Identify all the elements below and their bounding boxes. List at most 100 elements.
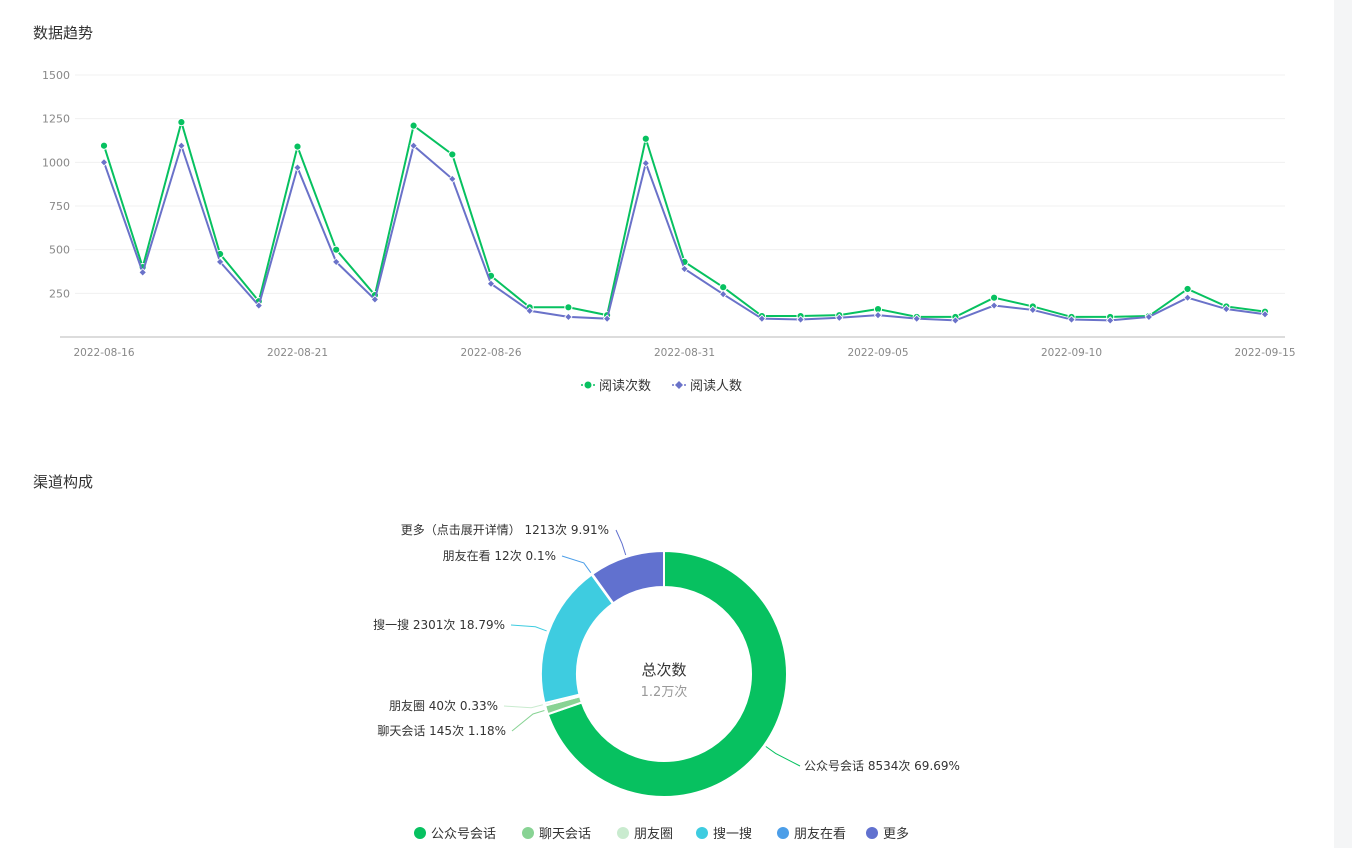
legend-marker-circle-icon xyxy=(584,381,592,389)
data-point xyxy=(332,245,341,254)
data-point xyxy=(641,134,650,143)
data-point xyxy=(293,163,302,172)
data-point xyxy=(448,150,457,159)
data-point xyxy=(215,257,225,267)
slice-label: 朋友圈 40次 0.33% xyxy=(389,699,498,713)
legend-label: 阅读次数 xyxy=(599,378,651,394)
trend-y-axis: 250 500 750 1000 1250 1500 xyxy=(42,69,70,300)
data-point xyxy=(138,268,147,277)
data-point xyxy=(564,312,573,322)
legend-label: 阅读人数 xyxy=(690,379,742,394)
legend-item-3[interactable]: 搜一搜 xyxy=(696,827,752,842)
trend-x-axis: 2022-08-16 2022-08-21 2022-08-26 2022-08-31… xyxy=(73,347,1295,359)
data-point xyxy=(409,141,418,150)
legend-label: 公众号会话 xyxy=(431,827,496,842)
data-point xyxy=(719,290,728,299)
x-tick-label: 2022-08-26 xyxy=(460,347,521,359)
legend-item-5[interactable]: 更多 xyxy=(866,826,909,842)
data-point xyxy=(757,314,767,323)
page-scrollbar-track[interactable] xyxy=(1334,0,1352,848)
data-point xyxy=(912,314,921,323)
legend-dot-icon xyxy=(866,827,878,839)
legend-marker-diamond-icon xyxy=(675,381,683,389)
data-point xyxy=(293,142,302,151)
data-point xyxy=(177,118,186,127)
data-point xyxy=(1183,293,1192,302)
x-tick-label: 2022-08-16 xyxy=(73,347,134,359)
trend-legend[interactable]: 阅读次数 阅读人数 xyxy=(581,378,742,394)
data-point xyxy=(602,314,612,323)
label-leader-line xyxy=(561,555,592,573)
legend-item-4[interactable]: 朋友在看 xyxy=(777,826,846,842)
data-point xyxy=(990,293,999,302)
trend-gridlines xyxy=(60,74,1285,338)
x-tick-label: 2022-09-05 xyxy=(847,347,908,359)
y-tick-label: 1500 xyxy=(42,69,70,82)
data-point xyxy=(448,174,457,184)
label-leader-line xyxy=(765,746,801,767)
donut-legend[interactable]: 公众号会话 聊天会话 朋友圈 搜一搜 朋友在看 更多 xyxy=(414,826,909,842)
label-leader-line xyxy=(510,624,547,632)
legend-dot-icon xyxy=(777,827,789,839)
trend-section-title: 数据趋势 xyxy=(33,24,94,42)
legend-dot-icon xyxy=(617,827,629,839)
data-point xyxy=(835,313,844,322)
donut-slice-5[interactable] xyxy=(590,549,665,605)
trend-series xyxy=(99,118,1270,325)
slice-label: 公众号会话 8534次 69.69% xyxy=(804,759,960,773)
data-point xyxy=(796,315,805,324)
label-leader-line xyxy=(615,529,627,556)
donut-slice-0[interactable] xyxy=(546,549,788,798)
data-point xyxy=(641,159,650,168)
y-tick-label: 1000 xyxy=(42,156,70,169)
slice-label: 更多（点击展开详情） 1213次 9.91% xyxy=(401,522,609,537)
data-point xyxy=(1144,312,1154,322)
data-point xyxy=(332,257,341,267)
series-reader-count xyxy=(99,141,1270,325)
data-point xyxy=(1106,316,1115,325)
x-tick-label: 2022-09-15 xyxy=(1234,347,1295,359)
donut-slice-3[interactable] xyxy=(540,573,615,705)
slice-label: 搜一搜 2301次 18.79% xyxy=(373,617,505,632)
y-tick-label: 750 xyxy=(49,200,70,213)
data-point xyxy=(873,311,883,320)
data-point xyxy=(525,306,534,315)
x-tick-label: 2022-09-10 xyxy=(1041,347,1102,359)
donut-center-title: 总次数 xyxy=(641,661,686,679)
data-point xyxy=(486,279,496,288)
legend-label: 搜一搜 xyxy=(713,827,752,842)
data-point xyxy=(564,303,573,312)
data-point xyxy=(1067,315,1076,324)
data-point xyxy=(409,121,418,130)
channel-section-title: 渠道构成 xyxy=(33,473,94,491)
data-point xyxy=(1222,304,1231,314)
x-tick-label: 2022-08-21 xyxy=(267,347,328,359)
legend-dot-icon xyxy=(414,827,426,839)
slice-label: 朋友在看 12次 0.1% xyxy=(443,549,556,563)
label-leader-line xyxy=(503,704,543,709)
x-tick-label: 2022-08-31 xyxy=(654,347,715,359)
donut-labels: 公众号会话 8534次 69.69% 聊天会话 145次 1.18% 朋友圈 40次… xyxy=(373,522,960,773)
legend-label: 朋友圈 xyxy=(634,826,673,842)
donut-center-value: 1.2万次 xyxy=(641,684,688,700)
donut-slices[interactable] xyxy=(540,549,788,798)
legend-dot-icon xyxy=(696,827,708,839)
legend-item-reader-count[interactable]: 阅读人数 xyxy=(672,379,742,394)
data-point xyxy=(1028,305,1037,315)
data-point xyxy=(99,141,109,150)
legend-label: 聊天会话 xyxy=(539,827,591,842)
legend-item-1[interactable]: 聊天会话 xyxy=(522,827,591,842)
data-point xyxy=(989,301,999,310)
slice-label: 聊天会话 145次 1.18% xyxy=(377,724,506,738)
legend-item-read-count[interactable]: 阅读次数 xyxy=(581,378,651,394)
legend-item-0[interactable]: 公众号会话 xyxy=(414,827,496,842)
data-point xyxy=(99,158,109,167)
label-leader-line xyxy=(511,710,545,732)
data-point xyxy=(254,301,263,310)
data-point xyxy=(951,316,960,325)
y-tick-label: 500 xyxy=(49,244,70,257)
data-point xyxy=(1260,310,1270,319)
legend-item-2[interactable]: 朋友圈 xyxy=(617,826,673,842)
